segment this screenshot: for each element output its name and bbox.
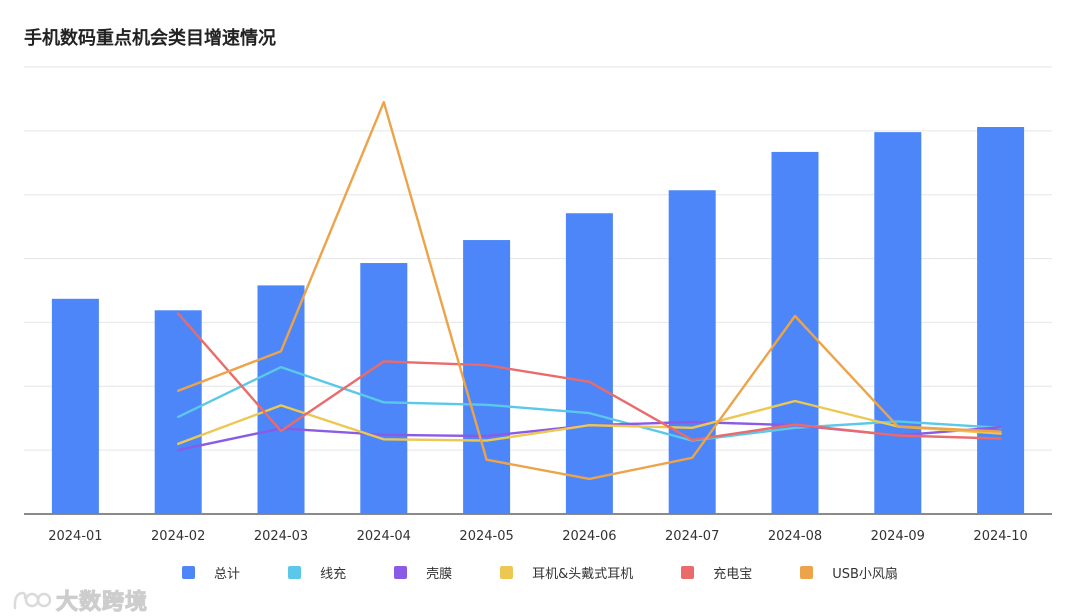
line-series [177, 100, 1002, 481]
x-tick-label: 2024-02 [151, 529, 205, 544]
legend-swatch [394, 565, 408, 579]
bar-2024-10 [977, 127, 1025, 515]
bar-2024-07 [668, 190, 716, 514]
legend-swatch [681, 565, 695, 579]
legend-item[interactable]: 耳机&头戴式耳机 [500, 563, 633, 582]
x-axis: 2024-01 2024-02 2024-03 2024-04 2024-05 2024-… [48, 529, 1028, 544]
x-tick-label: 2024-01 [48, 529, 102, 544]
x-tick-label: 2024-05 [459, 529, 513, 544]
x-tick-label: 2024-08 [768, 529, 822, 544]
legend-label: 充电宝 [713, 566, 753, 582]
series-line-3 [177, 399, 1002, 445]
legend-label: 耳机&头戴式耳机 [532, 566, 634, 582]
watermark-text: 大数跨境 [55, 590, 149, 616]
x-tick-label: 2024-10 [973, 529, 1027, 544]
legend-label: 线充 [320, 566, 347, 582]
legend-swatch [800, 565, 814, 579]
series-line-5 [177, 100, 1002, 481]
watermark-logo-icon [13, 591, 52, 610]
legend-item[interactable]: 总计 [182, 563, 240, 582]
series-line-1 [177, 365, 1002, 442]
legend-item[interactable]: 充电宝 [681, 563, 752, 582]
legend-item[interactable]: 线充 [288, 563, 346, 582]
legend-item[interactable]: USB小风扇 [800, 563, 898, 582]
legend-label: USB小风扇 [832, 566, 898, 582]
legend-label: 壳膜 [426, 566, 453, 582]
bar-2024-05 [463, 240, 511, 514]
bar-2024-06 [565, 213, 613, 515]
bar-2024-01 [51, 298, 99, 514]
legend-swatch [182, 565, 196, 579]
legend-label: 总计 [214, 566, 241, 582]
x-tick-label: 2024-06 [562, 529, 616, 544]
legend-swatch [288, 565, 302, 579]
bar-2024-02 [154, 310, 202, 514]
x-tick-label: 2024-04 [357, 529, 411, 544]
x-tick-label: 2024-07 [665, 529, 719, 544]
legend: 总计 线充 壳膜 耳机&头戴式耳机 充电宝 USB小风扇 [0, 561, 1080, 583]
watermark: 大数跨境 [12, 584, 148, 616]
bar-series [51, 127, 1025, 515]
legend-item[interactable]: 壳膜 [394, 563, 452, 582]
combo-chart: 2024-01 2024-02 2024-03 2024-04 2024-05 2024-… [24, 66, 1052, 544]
x-tick-label: 2024-09 [871, 529, 925, 544]
chart-title: 手机数码重点机会类目增速情况 [24, 28, 276, 49]
bar-2024-04 [360, 263, 408, 514]
bar-2024-03 [257, 285, 305, 514]
series-line-4 [177, 312, 1002, 442]
bar-2024-09 [874, 132, 922, 515]
x-tick-label: 2024-03 [254, 529, 308, 544]
legend-swatch [500, 565, 514, 579]
